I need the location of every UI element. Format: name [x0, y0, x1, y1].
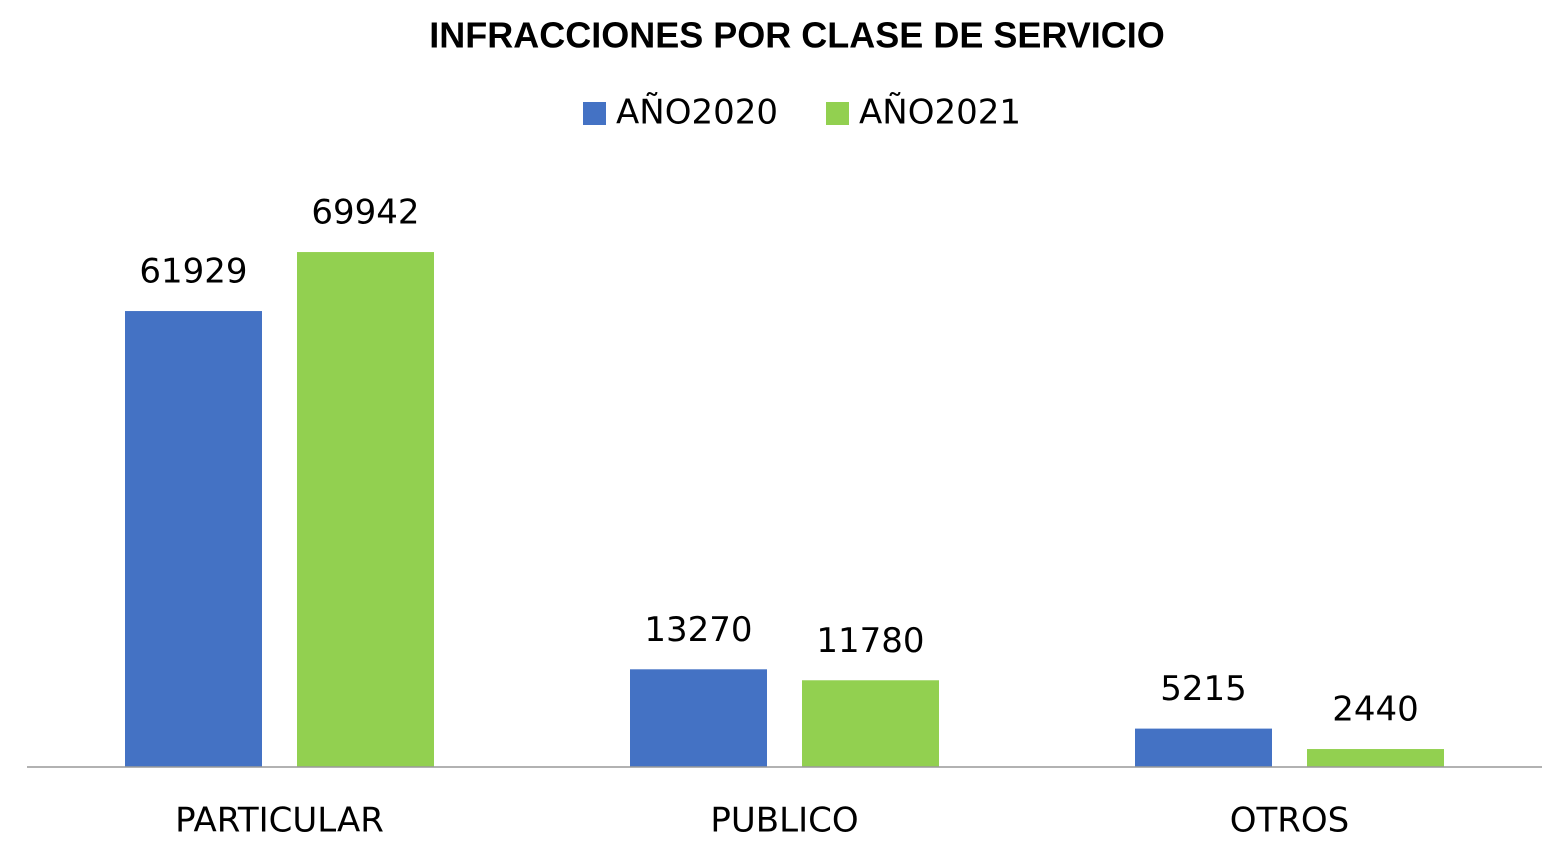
bar [802, 680, 939, 767]
data-label: 2440 [1332, 690, 1419, 730]
x-tick-label: OTROS [1230, 801, 1350, 841]
bar [630, 669, 767, 767]
bar [1307, 749, 1444, 767]
bar [297, 252, 434, 768]
legend-swatch [583, 102, 606, 125]
legend-label: AÑO2021 [859, 93, 1021, 133]
data-label: 11780 [816, 621, 924, 661]
bar [1135, 728, 1272, 767]
legend-swatch [826, 102, 849, 125]
x-tick-label: PUBLICO [710, 801, 858, 841]
data-label: 69942 [311, 193, 419, 233]
data-label: 61929 [139, 252, 247, 292]
legend-label: AÑO2020 [616, 93, 778, 133]
x-tick-label: PARTICULAR [175, 801, 384, 841]
data-label: 13270 [644, 610, 752, 650]
data-label: 5215 [1160, 669, 1247, 709]
chart-title: INFRACCIONES POR CLASE DE SERVICIO [429, 15, 1164, 56]
bar [125, 311, 262, 767]
